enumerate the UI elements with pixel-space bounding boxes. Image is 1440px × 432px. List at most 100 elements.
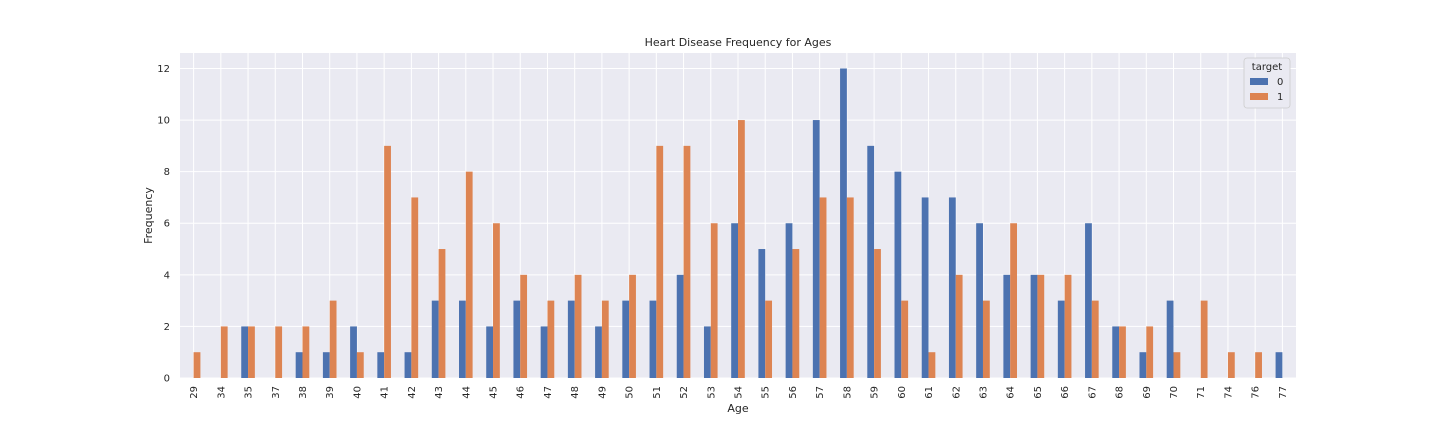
legend-title: target <box>1252 62 1282 73</box>
y-tick-label: 0 <box>164 374 170 385</box>
bar-series-1-74 <box>1227 352 1235 378</box>
bar-series-0-43 <box>431 300 439 378</box>
bar-series-1-43 <box>438 249 446 378</box>
bar-series-1-69 <box>1146 326 1154 378</box>
bar-series-1-48 <box>574 274 582 378</box>
y-tick-label: 6 <box>164 219 170 230</box>
x-tick-label: 56 <box>788 386 799 399</box>
x-tick-label: 60 <box>897 386 908 399</box>
x-tick-label: 45 <box>489 386 500 399</box>
bar-series-0-70 <box>1166 300 1174 378</box>
bar-series-1-58 <box>846 197 854 378</box>
bar-series-0-55 <box>758 249 766 378</box>
bar-series-0-61 <box>921 197 929 378</box>
bar-series-0-35 <box>241 326 249 378</box>
bar-series-0-52 <box>676 274 684 378</box>
legend: target 0 1 <box>1243 57 1291 109</box>
bar-series-0-69 <box>1139 352 1147 378</box>
bar-series-0-67 <box>1085 223 1092 378</box>
x-tick-label: 50 <box>625 386 636 399</box>
bar-series-0-53 <box>703 326 711 378</box>
x-tick-label: 49 <box>597 386 608 399</box>
bar-series-1-54 <box>738 120 745 379</box>
bar-series-0-49 <box>595 326 602 378</box>
x-tick-label: 51 <box>652 386 663 399</box>
chart-title: Heart Disease Frequency for Ages <box>645 36 832 49</box>
bar-series-0-54 <box>731 223 738 378</box>
x-tick-label: 44 <box>461 386 472 399</box>
x-tick-label: 67 <box>1087 386 1098 399</box>
x-tick-label: 37 <box>271 386 282 399</box>
bar-series-1-67 <box>1091 300 1099 378</box>
x-tick-label: 43 <box>434 386 445 399</box>
bar-series-0-44 <box>459 300 466 378</box>
legend-label-0: 0 <box>1277 77 1283 88</box>
bar-series-1-55 <box>765 300 773 378</box>
bar-series-1-60 <box>901 300 909 378</box>
bar-series-1-41 <box>384 145 391 378</box>
bar-series-1-46 <box>520 274 528 378</box>
bar-series-0-38 <box>295 352 303 378</box>
x-tick-label: 64 <box>1006 386 1017 399</box>
y-tick-label: 10 <box>157 116 170 127</box>
y-tick-labels: 0 2 4 6 8 10 12 <box>157 64 170 385</box>
bar-series-1-38 <box>302 326 310 378</box>
bar-series-0-48 <box>567 300 575 378</box>
x-tick-label: 47 <box>543 386 554 399</box>
x-tick-label: 34 <box>216 386 227 399</box>
x-axis-label: Age <box>727 402 749 415</box>
bar-series-0-62 <box>948 197 956 378</box>
legend-label-1: 1 <box>1277 92 1283 103</box>
bar-series-1-53 <box>710 223 718 378</box>
x-tick-label: 57 <box>815 386 826 399</box>
y-tick-label: 2 <box>164 322 170 333</box>
bar-series-1-40 <box>356 352 364 378</box>
bar-series-0-40 <box>350 326 357 378</box>
bar-series-0-56 <box>785 223 793 378</box>
x-tick-label: 77 <box>1278 386 1289 399</box>
bar-series-1-52 <box>683 145 691 378</box>
x-tick-label: 61 <box>924 386 935 399</box>
legend-swatch-1 <box>1250 93 1268 100</box>
bar-series-0-63 <box>976 223 983 378</box>
bar-series-1-50 <box>629 274 636 378</box>
bar-series-1-51 <box>656 145 664 378</box>
x-tick-label: 70 <box>1169 386 1180 399</box>
bar-series-0-45 <box>486 326 494 378</box>
bar-series-0-59 <box>867 145 875 378</box>
x-tick-label: 68 <box>1115 386 1126 399</box>
bar-series-1-49 <box>601 300 609 378</box>
bar-series-0-64 <box>1003 274 1011 378</box>
bars <box>193 68 1283 379</box>
bar-series-1-45 <box>493 223 500 378</box>
bar-series-1-62 <box>955 274 963 378</box>
bar-series-1-65 <box>1037 274 1045 378</box>
bar-series-1-35 <box>248 326 255 378</box>
x-tick-label: 35 <box>244 386 255 399</box>
x-tick-label: 55 <box>761 386 772 399</box>
bar-series-0-65 <box>1030 274 1038 378</box>
bar-series-1-39 <box>329 300 337 378</box>
bar-series-1-68 <box>1119 326 1126 378</box>
x-tick-label: 66 <box>1060 386 1071 399</box>
x-tick-label: 42 <box>407 386 418 399</box>
bar-series-1-37 <box>275 326 283 378</box>
x-tick-label: 76 <box>1251 386 1262 399</box>
bar-series-1-63 <box>982 300 990 378</box>
bar-series-1-66 <box>1064 274 1072 378</box>
x-tick-label: 38 <box>298 386 309 399</box>
legend-swatch-0 <box>1250 78 1268 85</box>
bar-series-1-76 <box>1255 352 1262 378</box>
bar-series-1-56 <box>792 249 800 378</box>
x-tick-label: 65 <box>1033 386 1044 399</box>
bar-series-1-61 <box>928 352 936 378</box>
bar-series-0-68 <box>1112 326 1120 378</box>
bar-series-1-44 <box>465 171 473 378</box>
bar-series-0-51 <box>649 300 657 378</box>
bar-series-0-41 <box>377 352 385 378</box>
bar-series-1-59 <box>874 249 881 378</box>
bar-series-1-34 <box>220 326 228 378</box>
bar-series-1-42 <box>411 197 419 378</box>
